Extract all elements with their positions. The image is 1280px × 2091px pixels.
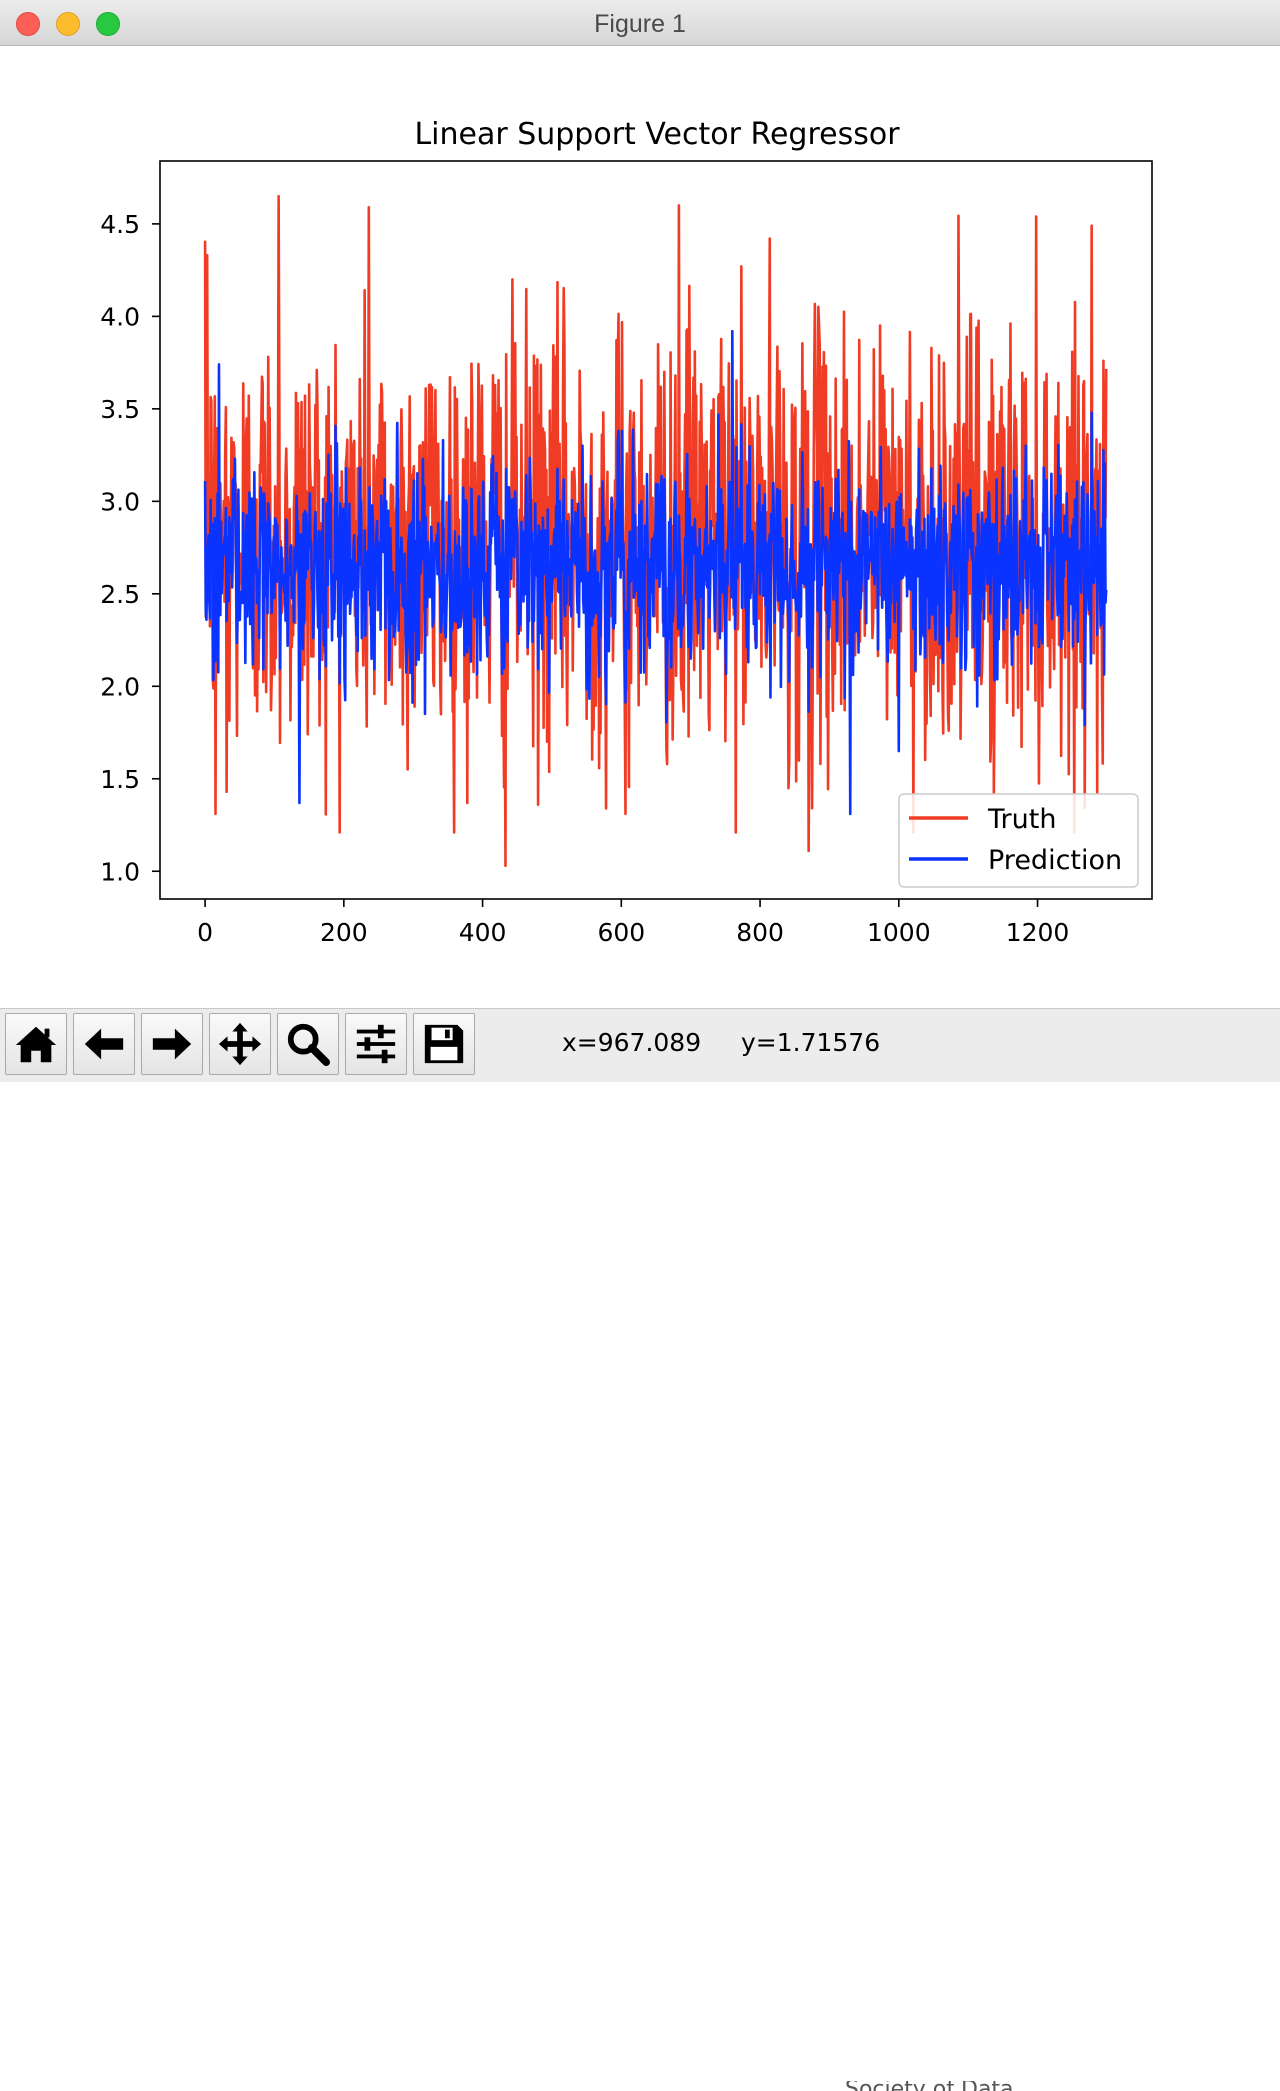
plot-area-frame [159,160,1153,900]
minimize-window-button[interactable] [56,12,80,36]
y-tick-label: 4.0 [100,302,140,331]
x-tick-label: 1000 [867,918,931,947]
zoom-window-button[interactable] [96,12,120,36]
pan-button[interactable] [209,1013,271,1075]
x-tick-label: 800 [736,918,784,947]
x-tick-label: 1200 [1006,918,1070,947]
arrow-left-icon [84,1028,124,1060]
chart-title: Linear Support Vector Regressor [414,117,900,152]
series-line-prediction [203,329,1108,816]
x-tick-label: 600 [597,918,645,947]
y-tick-label: 2.5 [100,580,140,609]
x-tick-label: 0 [197,918,213,947]
x-tick-label: 400 [459,918,507,947]
back-button[interactable] [73,1013,135,1075]
zoom-button[interactable] [277,1013,339,1075]
magnifier-icon [287,1023,331,1067]
y-tick-label: 1.0 [100,857,140,886]
y-tick-label: 3.0 [100,487,140,516]
floppy-disk-icon [424,1024,464,1064]
y-coordinate-readout: y=1.71576 [741,1028,881,1057]
window-title: Figure 1 [594,10,686,38]
legend-label-prediction: Prediction [988,845,1122,876]
background-window-text: Society of Data [845,2081,1025,2091]
y-axis: 1.0 1.5 2.0 2.5 3.0 3.5 4.0 4.5 [100,210,160,886]
x-axis: 0 200 400 600 800 1000 1200 [197,899,1069,947]
y-tick-label: 2.0 [100,672,140,701]
y-tick-label: 4.5 [100,210,140,239]
forward-button[interactable] [141,1013,203,1075]
legend-label-truth: Truth [987,804,1056,835]
arrow-right-icon [152,1028,192,1060]
title-bar: Figure 1 [0,0,1280,46]
navigation-toolbar: x=967.089 y=1.71576 Society of Data [0,1008,1280,2091]
figure-canvas[interactable]: Linear Support Vector Regressor 0 200 400 6… [0,46,1280,1008]
x-coordinate-readout: x=967.089 [562,1028,702,1057]
x-tick-label: 200 [320,918,368,947]
save-button[interactable] [413,1013,475,1075]
legend: Truth Prediction [898,793,1139,888]
home-icon [15,1026,57,1063]
y-tick-label: 1.5 [100,765,140,794]
line-chart: Linear Support Vector Regressor 0 200 400 6… [100,117,1153,947]
sliders-icon [356,1024,396,1064]
configure-subplots-button[interactable] [345,1013,407,1075]
y-tick-label: 3.5 [100,395,140,424]
move-icon [218,1022,262,1066]
home-button[interactable] [5,1013,67,1075]
close-window-button[interactable] [16,12,40,36]
